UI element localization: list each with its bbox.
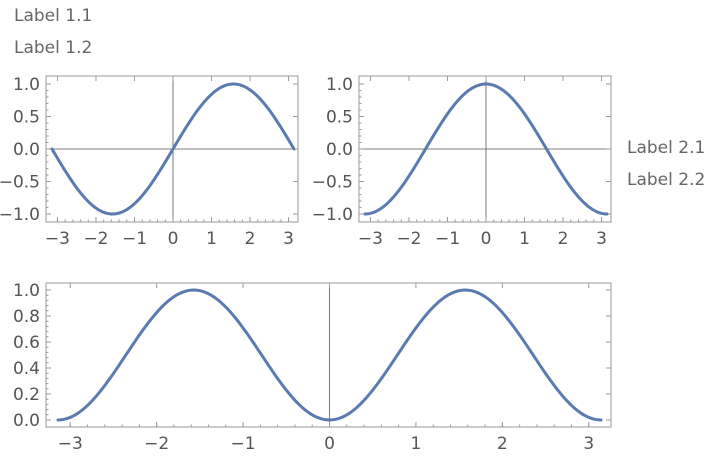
x-tick-label: −3	[58, 434, 83, 454]
y-tick-label: 1.0	[13, 75, 40, 95]
y-tick-label: −1.0	[0, 205, 40, 225]
y-tick-label: 0.0	[13, 140, 40, 160]
x-tick-label: −1	[122, 229, 147, 249]
label-2-2: Label 2.2	[627, 170, 705, 190]
plot-sine: −3 −2 −1 0 1 2 3 1.0 0.5 0.0 −0.5 −1.0	[0, 75, 299, 249]
x-tick-label: 2	[558, 229, 569, 249]
x-tick-label: 0	[324, 434, 335, 454]
plot-sine-squared: −3 −2 −1 0 1 2 3 1.0 0.8 0.6 0.4 0.2 0.0	[13, 281, 612, 454]
y-tick-label: 0.2	[13, 385, 40, 405]
x-tick-label: −1	[435, 229, 460, 249]
y-tick-label: −0.5	[312, 173, 353, 193]
y-tick-label: 0.4	[13, 359, 40, 379]
x-tick-label: 2	[245, 229, 256, 249]
x-tick-label: −2	[396, 229, 421, 249]
series-line	[56, 288, 603, 422]
y-tick-label: 0.5	[13, 108, 40, 128]
x-tick-label: 1	[519, 229, 530, 249]
x-tick-label: 1	[206, 229, 217, 249]
y-tick-label: 1.0	[326, 75, 353, 95]
label-1-2: Label 1.2	[14, 38, 92, 58]
y-tick-label: 0.0	[13, 411, 40, 431]
y-tick-label: −0.5	[0, 173, 40, 193]
x-tick-label: 1	[411, 434, 422, 454]
y-tick-label: 0.8	[13, 307, 40, 327]
series-line	[363, 82, 609, 216]
plot-frame	[45, 282, 612, 428]
y-tick-label: 1.0	[13, 281, 40, 301]
y-tick-label: 0.6	[13, 333, 40, 353]
y-tick-label: 0.5	[326, 108, 353, 128]
x-tick-label: 3	[583, 434, 594, 454]
series-line	[50, 82, 296, 216]
plot-cosine: −3 −2 −1 0 1 2 3 1.0 0.5 0.0 −0.5 −1.0	[312, 75, 612, 249]
x-tick-label: 3	[596, 229, 607, 249]
x-tick-label: −3	[45, 229, 70, 249]
x-tick-label: 2	[497, 434, 508, 454]
label-2-1: Label 2.1	[627, 138, 705, 158]
y-tick-label: −1.0	[312, 205, 353, 225]
x-tick-label: −1	[231, 434, 256, 454]
x-tick-label: 0	[481, 229, 492, 249]
x-tick-label: −2	[83, 229, 108, 249]
label-1-1: Label 1.1	[14, 6, 92, 26]
x-tick-label: −3	[358, 229, 383, 249]
x-tick-label: 3	[283, 229, 294, 249]
y-tick-label: 0.0	[326, 140, 353, 160]
x-tick-label: 0	[168, 229, 179, 249]
x-tick-label: −2	[144, 434, 169, 454]
